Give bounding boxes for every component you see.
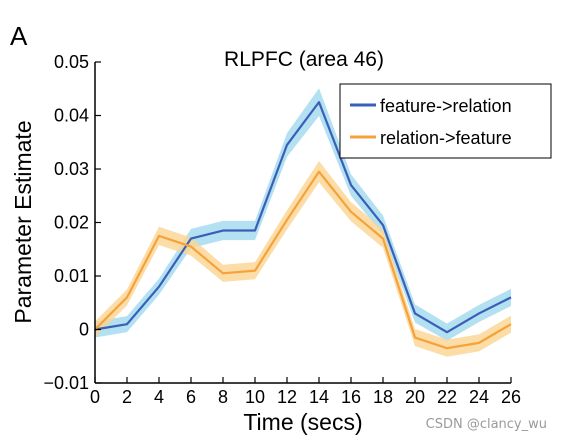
series-line-relation-feature	[94, 170, 512, 350]
legend-box	[339, 83, 552, 159]
y-tick-label: 0.02	[54, 213, 89, 233]
error-band-relation-feature	[95, 160, 511, 357]
x-tick-label: 26	[501, 387, 521, 407]
x-tick-label: 10	[245, 387, 265, 407]
x-tick-label: 22	[437, 387, 457, 407]
series-line-feature-relation	[94, 101, 512, 334]
chart-title: RLPFC (area 46)	[224, 48, 384, 71]
x-axis-label: Time (secs)	[243, 409, 362, 435]
y-tick-label: 0.03	[54, 159, 89, 179]
x-tick-label: 6	[186, 387, 196, 407]
y-tick-label: 0.04	[54, 106, 89, 126]
y-tick-label: 0.01	[54, 266, 89, 286]
x-ticks: 0 2 4 6 8 10 12 14 16 18 20 22 24 26	[90, 377, 521, 407]
x-tick-label: 24	[469, 387, 489, 407]
y-tick-label: −0.01	[43, 373, 89, 393]
x-tick-label: 4	[154, 387, 164, 407]
x-tick-label: 18	[373, 387, 393, 407]
panel-letter: A	[10, 21, 28, 51]
x-tick-label: 14	[309, 387, 329, 407]
error-band-feature-relation	[95, 88, 511, 341]
y-tick-label: 0.05	[54, 52, 89, 72]
legend-label-relation-feature: relation->feature	[380, 128, 512, 148]
confidence-bands	[95, 88, 511, 357]
y-ticks: 0.05 0.04 0.03 0.02 0.01 0 −0.01	[43, 52, 101, 393]
x-tick-label: 12	[277, 387, 297, 407]
x-tick-label: 0	[90, 387, 100, 407]
y-tick-label: 0	[79, 320, 89, 340]
series-lines	[94, 101, 512, 350]
x-tick-label: 16	[341, 387, 361, 407]
y-axis-label: Parameter Estimate	[10, 120, 36, 323]
watermark: CSDN @clancy_wu	[425, 417, 547, 432]
legend-label-feature-relation: feature->relation	[380, 96, 512, 116]
x-tick-label: 2	[122, 387, 132, 407]
x-tick-label: 20	[405, 387, 425, 407]
x-tick-label: 8	[218, 387, 228, 407]
legend: feature->relation relation->feature	[339, 83, 552, 159]
